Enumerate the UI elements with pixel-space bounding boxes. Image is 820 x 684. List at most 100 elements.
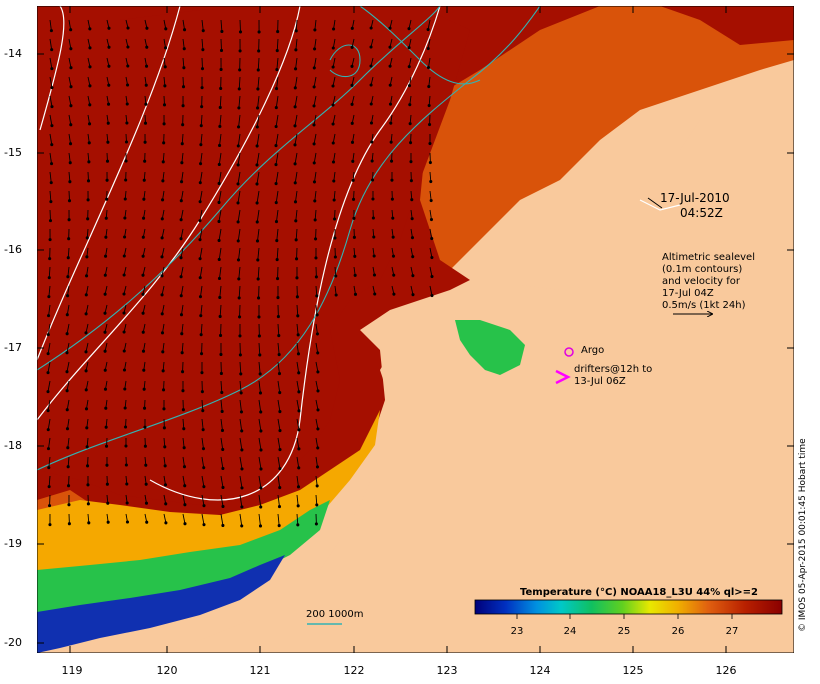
x-tick-label: 124 — [530, 664, 551, 677]
velocity-arrow-head — [370, 122, 372, 124]
velocity-arrow-head — [276, 277, 278, 279]
velocity-arrow-head — [428, 85, 430, 87]
velocity-arrow-head — [85, 370, 87, 372]
velocity-arrow-head — [316, 314, 318, 316]
velocity-arrow-head — [354, 274, 356, 276]
velocity-arrow-head — [317, 409, 319, 411]
velocity-arrow-head — [50, 163, 52, 165]
velocity-arrow-head — [237, 126, 239, 128]
velocity-arrow-head — [199, 182, 201, 184]
velocity-arrow-head — [241, 449, 243, 451]
velocity-arrow-head — [219, 315, 221, 317]
velocity-arrow-head — [104, 293, 106, 295]
velocity-arrow-head — [123, 350, 125, 352]
velocity-arrow-head — [220, 68, 222, 70]
velocity-arrow-head — [162, 161, 164, 163]
velocity-arrow-head — [389, 65, 391, 67]
velocity-arrow-head — [351, 141, 353, 143]
altimetry-line: Altimetric sealevel — [662, 252, 755, 264]
velocity-arrow-head — [89, 104, 91, 106]
velocity-arrow-head — [144, 141, 146, 143]
velocity-arrow-head — [48, 505, 50, 507]
velocity-arrow-head — [257, 88, 259, 90]
velocity-arrow-head — [295, 258, 297, 260]
velocity-arrow-head — [201, 391, 203, 393]
velocity-arrow-head — [105, 407, 107, 409]
velocity-arrow-head — [145, 65, 147, 67]
velocity-arrow-head — [183, 447, 185, 449]
velocity-arrow-head — [87, 484, 89, 486]
colorbar-tick-label: 27 — [726, 626, 739, 637]
velocity-arrow-head — [315, 257, 317, 259]
velocity-arrow-head — [392, 255, 394, 257]
velocity-arrow-head — [183, 428, 185, 430]
velocity-arrow-head — [201, 106, 203, 108]
velocity-arrow-head — [313, 162, 315, 164]
velocity-arrow-head — [163, 142, 165, 144]
velocity-arrow-head — [199, 258, 201, 260]
velocity-arrow-head — [143, 198, 145, 200]
velocity-arrow-head — [142, 217, 144, 219]
velocity-arrow-head — [163, 427, 165, 429]
velocity-arrow-head — [142, 255, 144, 257]
velocity-arrow-head — [184, 485, 186, 487]
velocity-arrow-head — [47, 372, 49, 374]
velocity-arrow-head — [164, 446, 166, 448]
velocity-arrow-head — [332, 28, 334, 30]
velocity-arrow-head — [104, 369, 106, 371]
velocity-arrow-head — [294, 163, 296, 165]
velocity-arrow-head — [257, 278, 259, 280]
velocity-arrow-head — [241, 525, 243, 527]
velocity-arrow — [202, 58, 203, 69]
velocity-arrow-head — [370, 84, 372, 86]
velocity-arrow-head — [316, 466, 318, 468]
altimetry-note: Altimetric sealevel (0.1m contours) and … — [662, 252, 755, 312]
velocity-arrow-head — [294, 87, 296, 89]
velocity-arrow-head — [351, 122, 353, 124]
velocity-arrow-head — [277, 30, 279, 32]
velocity-arrow-head — [162, 180, 164, 182]
velocity-arrow-head — [334, 256, 336, 258]
velocity-arrow-head — [123, 255, 125, 257]
velocity-arrow-head — [372, 217, 374, 219]
velocity-arrow-head — [279, 391, 281, 393]
velocity-arrow-head — [241, 506, 243, 508]
velocity-arrow-head — [183, 29, 185, 31]
velocity-arrow-head — [221, 391, 223, 393]
velocity-arrow-head — [47, 334, 49, 336]
velocity-arrow-head — [333, 218, 335, 220]
velocity-arrow-head — [390, 141, 392, 143]
velocity-arrow-head — [203, 486, 205, 488]
velocity-arrow-head — [370, 46, 372, 48]
velocity-arrow-head — [412, 275, 414, 277]
velocity-arrow-head — [104, 388, 106, 390]
velocity-arrow-head — [164, 465, 166, 467]
velocity-arrow-head — [182, 105, 184, 107]
velocity-arrow-head — [256, 202, 258, 204]
velocity-arrow-head — [88, 522, 90, 524]
velocity-arrow-head — [123, 293, 125, 295]
velocity-arrow-head — [221, 410, 223, 412]
velocity-arrow-head — [256, 107, 258, 109]
velocity-arrow-head — [238, 107, 240, 109]
velocity-arrow-head — [370, 103, 372, 105]
velocity-arrow-head — [125, 160, 127, 162]
velocity-arrow-head — [220, 372, 222, 374]
velocity-arrow-head — [201, 87, 203, 89]
velocity-arrow-head — [239, 31, 241, 33]
velocity-arrow-head — [298, 391, 300, 393]
velocity-arrow-head — [238, 297, 240, 299]
velocity-arrow-head — [298, 448, 300, 450]
velocity-arrow-head — [294, 125, 296, 127]
velocity-arrow-head — [51, 144, 53, 146]
velocity-arrow-head — [142, 236, 144, 238]
velocity-arrow-head — [256, 145, 258, 147]
velocity-arrow-head — [373, 274, 375, 276]
velocity-arrow-head — [238, 88, 240, 90]
velocity-arrow-head — [126, 122, 128, 124]
velocity-arrow-head — [409, 104, 411, 106]
velocity-arrow-head — [200, 334, 202, 336]
argo-label: Argo — [581, 345, 604, 357]
velocity-arrow-head — [370, 65, 372, 67]
